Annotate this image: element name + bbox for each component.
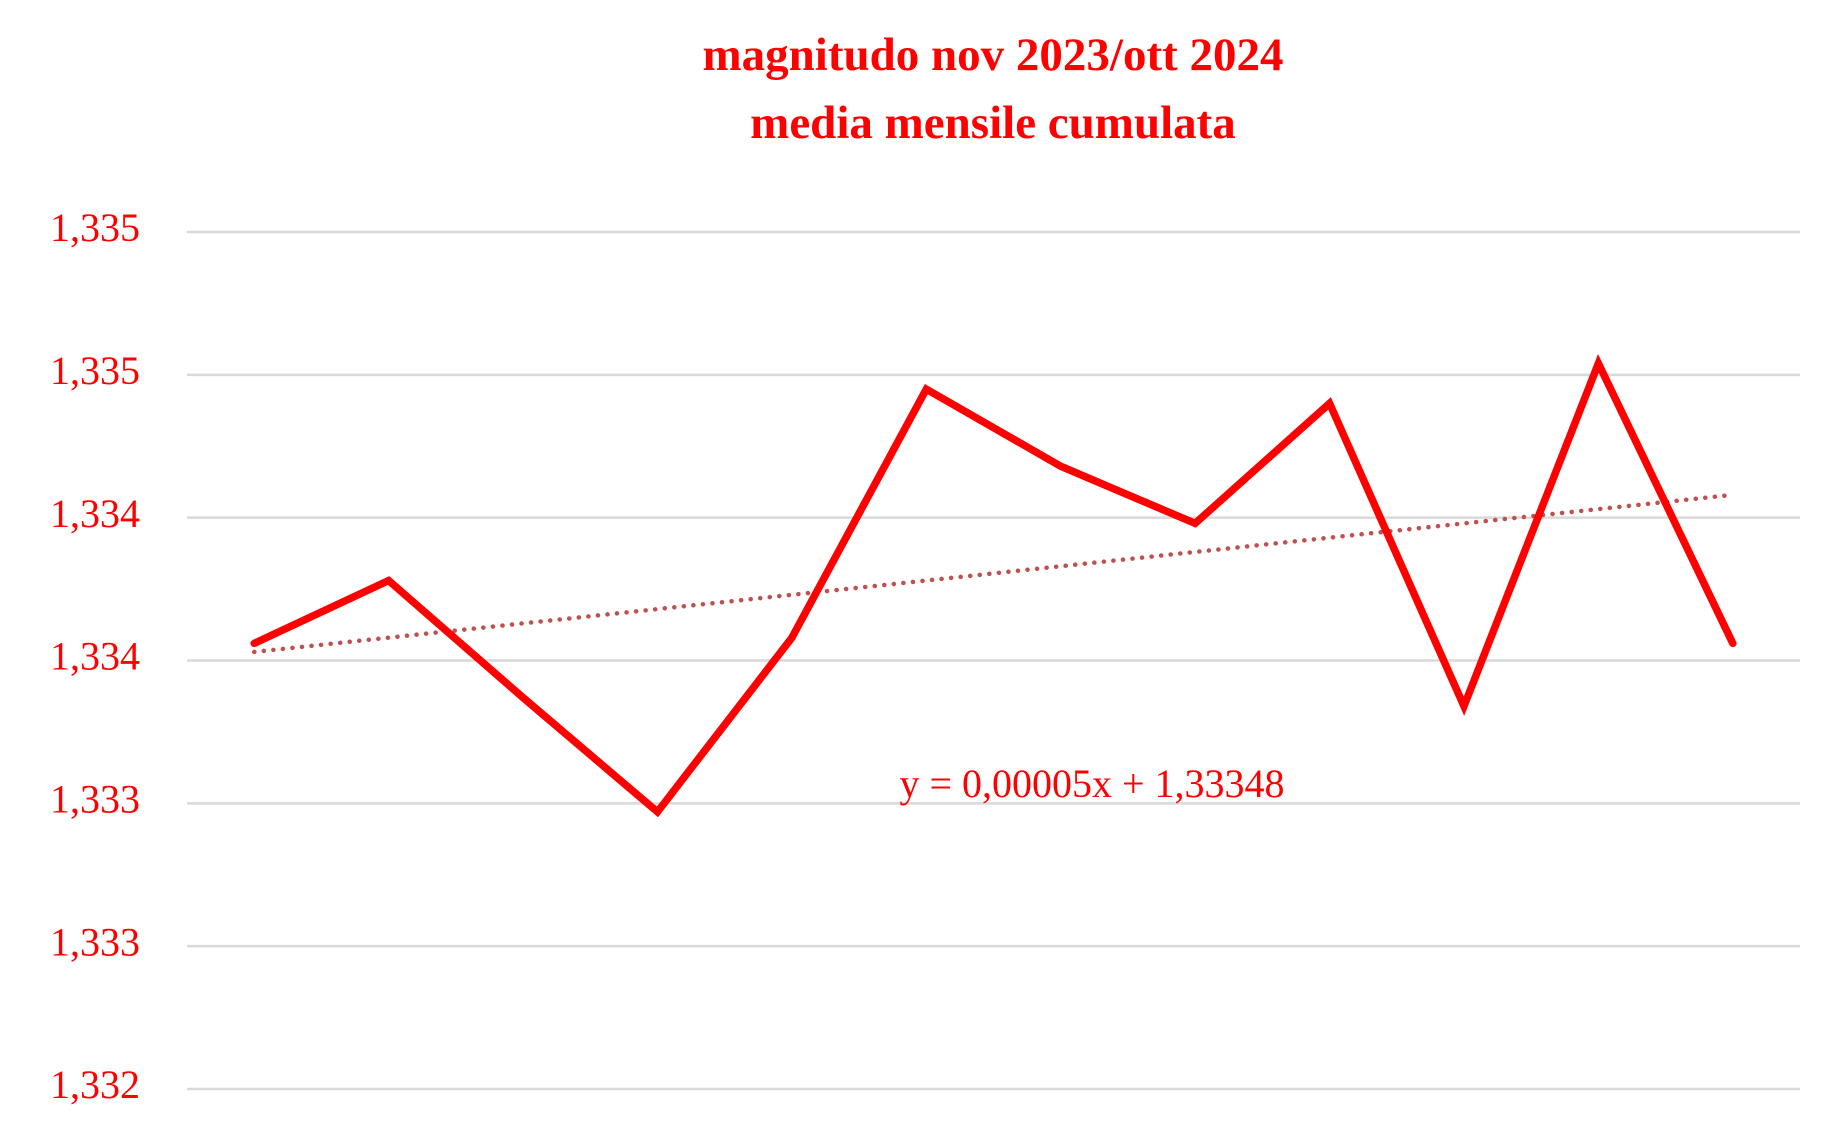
trendline-equation: y = 0,00005x + 1,33348 bbox=[899, 761, 1284, 806]
y-tick-label: 1,332 bbox=[50, 1062, 140, 1107]
y-tick-label: 1,334 bbox=[50, 634, 140, 679]
y-tick-label: 1,334 bbox=[50, 491, 140, 536]
y-tick-label: 1,335 bbox=[50, 205, 140, 250]
trendline bbox=[251, 492, 1736, 655]
chart-subtitle: media mensile cumulata bbox=[750, 97, 1236, 149]
chart-title: magnitudo nov 2023/ott 2024 bbox=[702, 29, 1283, 81]
data-line bbox=[250, 354, 1737, 818]
y-tick-label: 1,335 bbox=[50, 348, 140, 393]
y-tick-label: 1,333 bbox=[50, 777, 140, 822]
y-tick-label: 1,333 bbox=[50, 919, 140, 964]
